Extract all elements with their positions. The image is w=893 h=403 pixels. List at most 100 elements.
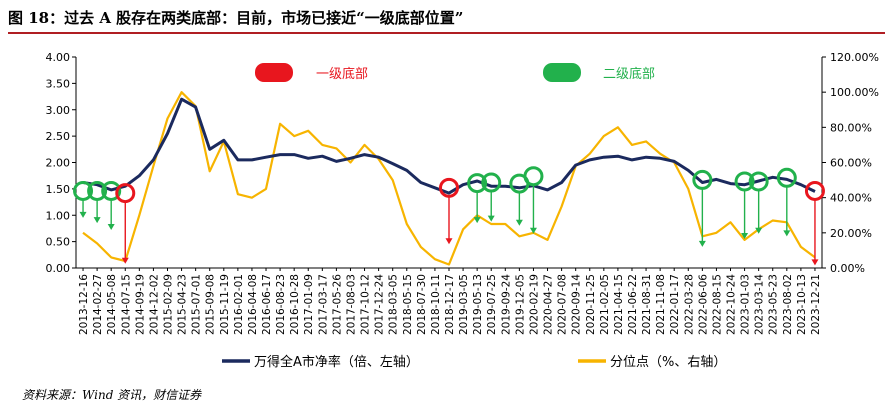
left-tick-label: 1.50: [46, 183, 71, 196]
pb-ratio-series-line: [82, 97, 816, 195]
level2-arrow-head: [93, 217, 101, 224]
x-tick-label: 2016-08-23: [275, 274, 287, 335]
level2-bottom-marker: [734, 171, 755, 192]
level2-bottom-marker: [523, 166, 544, 187]
x-tick-label: 2020-07-08: [557, 274, 569, 335]
figure-title: 图 18：过去 A 股存在两类底部：目前，市场已接近“一级底部位置”: [8, 6, 885, 34]
x-tick-label: 2020-09-14: [571, 274, 583, 335]
level2-bottom-marker: [87, 180, 108, 201]
level2-bottom-marker: [467, 173, 488, 194]
x-tick-label: 2021-11-08: [655, 274, 667, 335]
level2-arrow-head: [698, 240, 706, 247]
x-tick-label: 2015-09-08: [205, 274, 217, 335]
level2-bottom-marker: [101, 180, 122, 201]
level2-legend-swatch: [543, 63, 581, 82]
level1-legend-swatch: [255, 63, 293, 82]
x-tick-label: 2016-06-17: [261, 274, 273, 335]
x-tick-label: 2013-12-16: [78, 274, 90, 335]
x-tick-label: 2018-07-30: [416, 274, 428, 335]
level1-bottom-marker: [439, 177, 459, 198]
level2-arrow-head: [487, 215, 495, 222]
x-tick-label: 2020-11-25: [585, 274, 597, 335]
level2-arrow-head: [783, 230, 791, 237]
level2-bottom-marker: [692, 169, 713, 190]
x-tick-label: 2023-08-02: [782, 274, 794, 335]
left-tick-label: 2.50: [46, 130, 71, 143]
source-note: 资料来源：Wind 资讯，财信证券: [22, 388, 202, 402]
right-tick-label: 20.00%: [830, 227, 872, 240]
x-tick-label: 2015-11-19: [219, 274, 231, 335]
left-tick-label: 1.00: [46, 209, 71, 222]
level2-arrow-head: [79, 211, 87, 218]
x-tick-label: 2022-01-17: [669, 274, 681, 335]
right-tick-label: 100.00%: [830, 86, 879, 99]
x-tick-label: 2014-09-19: [134, 274, 146, 335]
x-tick-label: 2014-02-27: [92, 274, 104, 335]
right-tick-label: 0.00%: [830, 262, 865, 275]
chart: 0.00 0.50 1.00 1.50 2.00 2.50 3.00 3.50 4.00 0.00…: [46, 51, 879, 370]
level2-arrow-head: [741, 232, 749, 239]
x-tick-label: 2022-06-06: [697, 274, 709, 335]
percentile-series-line: [82, 91, 816, 266]
x-tick-label: 2017-12-24: [374, 274, 386, 335]
x-tick-label: 2018-05-15: [402, 274, 414, 335]
x-tick-label: 2015-02-09: [162, 274, 174, 335]
percentile-legend-label: 分位点（%、右轴）: [610, 355, 726, 370]
x-tick-label: 2014-07-15: [120, 274, 132, 335]
level2-bottom-marker: [748, 171, 769, 192]
x-tick-label: 2014-05-08: [106, 274, 118, 335]
x-tick-label: 2023-05-23: [768, 274, 780, 335]
left-tick-label: 0.50: [46, 236, 71, 249]
left-tick-label: 2.00: [46, 157, 71, 170]
level2-arrow-head: [529, 227, 537, 234]
x-tick-label: 2018-03-05: [388, 274, 400, 335]
level2-arrow-head: [107, 224, 115, 231]
x-tick-label: 2021-02-05: [599, 274, 611, 335]
x-tick-label: 2021-06-22: [627, 274, 639, 335]
level1-arrow-head: [811, 259, 819, 266]
level1-legend-label: 一级底部: [316, 66, 368, 82]
x-tick-label: 2022-08-15: [711, 274, 723, 335]
x-tick-label: 2017-01-09: [303, 274, 315, 335]
x-tick-label: 2019-03-05: [458, 274, 470, 335]
x-tick-label: 2018-12-17: [444, 274, 456, 335]
x-tick-label: 2015-07-01: [191, 274, 203, 335]
x-tick-label: 2022-10-24: [726, 274, 738, 335]
x-tick-label: 2016-10-28: [289, 274, 301, 335]
level1-bottom-marker: [115, 183, 136, 204]
left-tick-label: 3.50: [46, 77, 71, 90]
x-tick-label: 2017-03-17: [317, 274, 329, 335]
x-tick-label: 2017-08-03: [345, 274, 357, 335]
x-tick-label: 2021-08-31: [641, 274, 653, 335]
level2-arrow-head: [755, 227, 763, 234]
left-tick-label: 3.00: [46, 104, 71, 117]
level2-bottom-marker: [481, 172, 502, 193]
x-tick-label: 2023-12-21: [810, 274, 822, 335]
pb-ratio-legend-label: 万得全A市净率（倍、左轴）: [254, 354, 419, 370]
x-tick-label: 2023-03-14: [754, 274, 766, 335]
level1-bottom-marker: [804, 180, 825, 201]
x-tick-label: 2023-10-13: [796, 274, 808, 335]
right-tick-label: 60.00%: [830, 157, 872, 170]
x-tick-label: 2017-05-26: [331, 274, 343, 335]
x-tick-label: 2019-09-24: [500, 274, 512, 335]
x-tick-label: 2016-02-01: [233, 274, 245, 335]
x-tick-label: 2016-04-08: [247, 274, 259, 335]
right-tick-label: 40.00%: [830, 192, 872, 205]
x-tick-label: 2022-03-28: [683, 274, 695, 335]
x-tick-label: 2020-04-27: [543, 274, 555, 335]
left-tick-label: 4.00: [46, 51, 71, 64]
level2-arrow-head: [473, 217, 481, 224]
x-tick-label: 2019-07-25: [486, 274, 498, 335]
x-tick-label: 2019-05-13: [472, 274, 484, 335]
x-tick-label: 2015-04-23: [177, 274, 189, 335]
level2-bottom-marker: [776, 167, 797, 188]
x-tick-label: 2014-12-02: [148, 274, 160, 335]
level1-arrow-head: [445, 238, 453, 245]
x-tick-label: 2017-10-12: [360, 274, 372, 335]
level2-legend-label: 二级底部: [603, 66, 655, 82]
x-tick-label: 2021-04-15: [613, 274, 625, 335]
right-tick-label: 120.00%: [830, 51, 879, 64]
x-tick-label: 2018-10-11: [430, 274, 442, 335]
level2-bottom-marker: [73, 180, 94, 201]
